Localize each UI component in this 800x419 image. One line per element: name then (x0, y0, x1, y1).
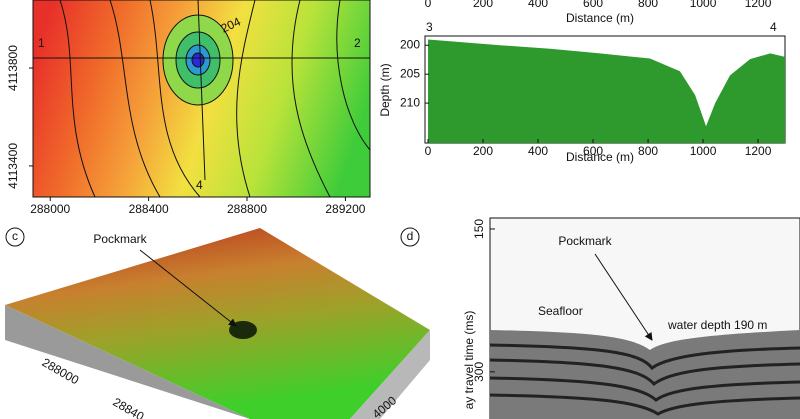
profile-line (197, 0, 206, 181)
terrain-surface (5, 228, 430, 419)
x-tick-label: 288000 (30, 202, 70, 216)
annotation: 4 (770, 20, 777, 34)
arrow (139, 249, 237, 327)
x-tick-label: 400 (528, 144, 548, 158)
y-tick-label: 205 (400, 66, 420, 80)
label: Pockmark (558, 234, 612, 248)
y-tick-label: 210 (400, 95, 420, 109)
annotation: 3 (426, 20, 433, 34)
x-tick-label: 0 (425, 144, 432, 158)
terrain-side (5, 305, 250, 419)
contour-lines (59, 0, 371, 198)
y-tick-label: 4113800 (6, 45, 20, 91)
annotation: 4 (196, 178, 203, 192)
x-tick-label: 1200 (745, 0, 772, 10)
panel-letter-ring (400, 227, 420, 247)
x-tick-label: 1000 (690, 0, 717, 10)
y-axis-label: ay travel time (ms) (462, 311, 476, 410)
map-panel: 1 2 4 204 (32, 0, 371, 198)
panel-c: c Pockmark 288000 28840 4000 (5, 227, 430, 419)
x-tick-label: 1000 (690, 144, 717, 158)
label: Pockmark (93, 232, 147, 246)
x-axis-label: Distance (m) (566, 11, 634, 25)
label: water depth 190 m (667, 318, 767, 332)
x-tick-label: 1200 (745, 144, 772, 158)
x-tick-label: 800 (638, 144, 658, 158)
pockmark-contour (191, 52, 205, 68)
x-tick-label: 0 (425, 0, 432, 10)
x-tick-label: 288400 (129, 202, 169, 216)
y-tick-label: 300 (472, 362, 486, 382)
x-axis-label: Distance (m) (566, 150, 634, 164)
seismic-layers (489, 343, 800, 416)
x-tick-label: 288800 (227, 202, 267, 216)
panel-d: d Seafloor Pockmark water depth 190 m ay… (400, 217, 800, 419)
y-tick-label: 4113400 (6, 143, 20, 189)
x-tick-label: 400 (528, 0, 548, 10)
x-tick-label: 289200 (325, 202, 365, 216)
x-tick-label: 200 (473, 0, 493, 10)
depth-area (428, 39, 785, 143)
arrow (594, 253, 653, 341)
y-axis-label: Depth (m) (378, 63, 392, 116)
x-tick-label: 600 (583, 144, 603, 158)
x-tick-label: 200 (473, 144, 493, 158)
annotation: 1 (38, 36, 45, 50)
axis-label: 28840 (110, 395, 146, 419)
annotation: 2 (354, 36, 361, 50)
y-tick-label: 200 (400, 37, 420, 51)
x-tick-label: 600 (583, 0, 603, 10)
y-tick-label: 150 (472, 219, 486, 239)
label: Seafloor (538, 304, 583, 318)
x-tick-label: 800 (638, 0, 658, 10)
panel-letter-ring (5, 227, 25, 247)
terrain-side (350, 330, 430, 419)
panel-letter: d (407, 229, 414, 243)
panel-letter: c (12, 229, 18, 243)
